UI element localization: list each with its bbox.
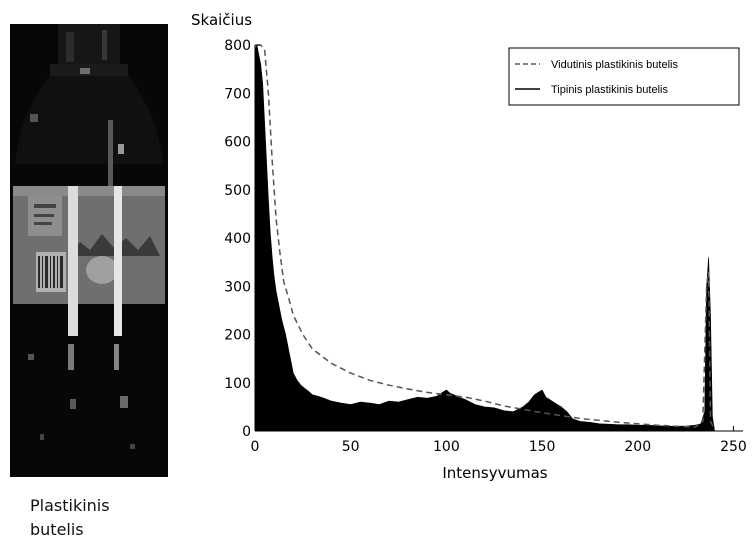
series-typical-area xyxy=(254,43,715,432)
y-tick-label: 300 xyxy=(224,279,251,295)
legend: Vidutinis plastikinis butelis Tipinis pl… xyxy=(508,47,740,106)
x-tick-label: 100 xyxy=(433,439,460,455)
x-tick-label: 0 xyxy=(251,439,260,455)
bottle-photo xyxy=(10,24,168,477)
legend-label-0: Vidutinis plastikinis butelis xyxy=(551,59,678,71)
y-tick-label: 100 xyxy=(224,376,251,392)
y-tick-label: 400 xyxy=(224,231,251,247)
x-tick-label: 50 xyxy=(342,439,360,455)
legend-label-1: Tipinis plastikinis butelis xyxy=(551,84,668,96)
y-tick-label: 800 xyxy=(224,38,251,54)
photo-caption-line-1: Plastikinis xyxy=(30,496,110,515)
photo-caption-line-2: butelis xyxy=(30,520,84,539)
y-tick-label: 700 xyxy=(224,86,251,102)
y-tick-label: 200 xyxy=(224,328,251,344)
y-axis-title: Skaičius xyxy=(191,11,252,29)
series-average-line xyxy=(256,44,715,429)
x-tick-label: 150 xyxy=(529,439,556,455)
axes-layer: 0 100 200 300 400 500 600 700 800 0 50 100 150 200 250 xyxy=(224,38,747,455)
y-tick-label: 500 xyxy=(224,183,251,199)
y-tick-label: 0 xyxy=(242,424,251,440)
x-tick-label: 250 xyxy=(720,439,747,455)
legend-box xyxy=(508,47,740,106)
x-tick-label: 200 xyxy=(624,439,651,455)
series-layer xyxy=(254,43,715,432)
photo-caption: Plastikinis butelis xyxy=(30,494,160,542)
x-axis-title: Intensyvumas xyxy=(442,464,547,482)
bottle-image xyxy=(10,24,168,477)
y-tick-label: 600 xyxy=(224,135,251,151)
